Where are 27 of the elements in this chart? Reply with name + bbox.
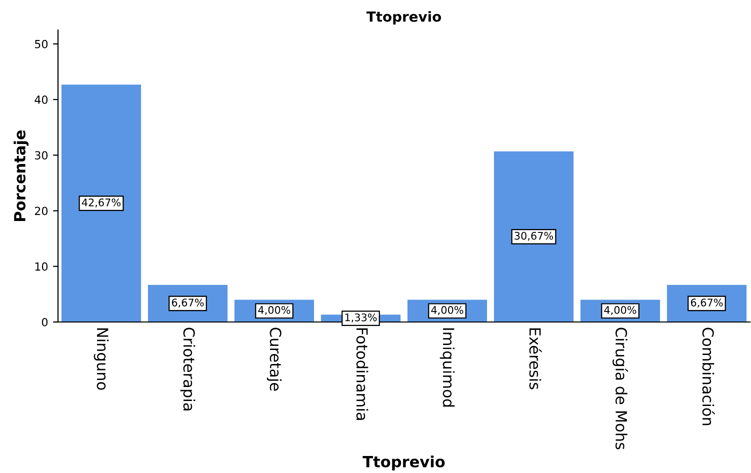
chart-title: Ttoprevio — [366, 11, 442, 25]
data-label: 4,00% — [431, 306, 464, 315]
x-tick-label: Crioterapia — [180, 328, 196, 410]
x-tick-label: Imiquimod — [440, 328, 455, 407]
x-tick-label: Curetaje — [266, 328, 282, 391]
data-label: 4,00% — [604, 306, 636, 315]
data-label: 30,67% — [514, 232, 554, 241]
x-tick-label: Exéresis — [529, 328, 542, 390]
x-tick-label: Ninguno — [94, 328, 109, 390]
y-tick-label: 10 — [35, 262, 48, 271]
x-tick-label: Fotodinamia — [356, 328, 368, 420]
y-tick-label: 20 — [34, 206, 48, 216]
data-label: 6,67% — [172, 298, 204, 308]
data-label: 1,33% — [345, 313, 377, 322]
data-label: 42,67% — [82, 198, 121, 208]
x-tick-label: Combinación — [702, 328, 715, 426]
y-tick-label: 40 — [34, 96, 48, 104]
y-tick-label: 30 — [34, 151, 48, 160]
bar — [61, 84, 142, 322]
bar — [494, 151, 574, 322]
y-tick-label: 0 — [42, 318, 48, 326]
data-label: 6,67% — [690, 298, 723, 308]
data-label: 4,00% — [258, 306, 290, 315]
y-axis-title: Porcentaje — [14, 130, 29, 221]
y-tick-label: 50 — [34, 40, 48, 48]
x-axis-title: Ttoprevio — [362, 456, 445, 470]
x-tick-label: Cirugía de Mohs — [612, 328, 628, 450]
